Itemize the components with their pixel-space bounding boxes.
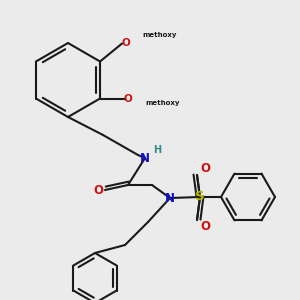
Text: O: O bbox=[200, 163, 210, 176]
Text: O: O bbox=[122, 38, 130, 47]
Text: methoxy: methoxy bbox=[142, 32, 176, 38]
Text: O: O bbox=[124, 94, 132, 103]
Text: N: N bbox=[140, 152, 150, 164]
Text: O: O bbox=[200, 220, 210, 232]
Text: H: H bbox=[153, 145, 161, 155]
Text: methoxy: methoxy bbox=[145, 100, 179, 106]
Text: N: N bbox=[165, 191, 175, 205]
Text: S: S bbox=[195, 190, 205, 203]
Text: O: O bbox=[93, 184, 103, 196]
